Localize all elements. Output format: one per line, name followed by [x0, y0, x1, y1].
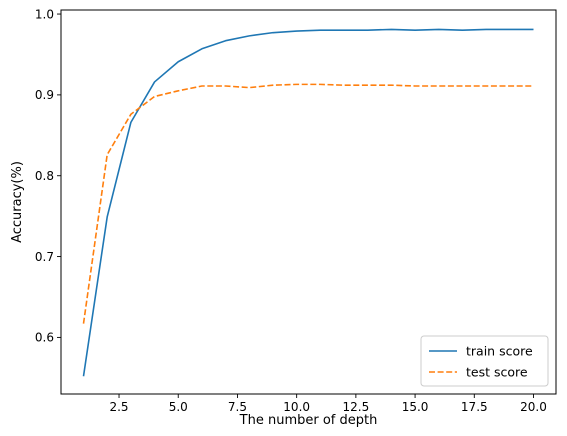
- series-line-test-score: [82, 83, 534, 324]
- series-layer: [82, 28, 534, 377]
- y-axis: 0.6 0.7 0.8 0.9 1.0: [35, 7, 61, 345]
- x-tick-label: 2.5: [109, 400, 128, 414]
- x-tick-label: 20.0: [520, 400, 547, 414]
- x-tick-label: 10.0: [283, 400, 310, 414]
- y-tick-label: 0.8: [35, 169, 54, 183]
- x-tick-label: 7.5: [228, 400, 247, 414]
- x-axis-title: The number of depth: [239, 413, 378, 428]
- legend-box: [420, 335, 549, 387]
- plot-area: [60, 9, 557, 395]
- x-tick-label: 15.0: [402, 400, 429, 414]
- legend: train score test score: [420, 335, 549, 387]
- y-tick-label: 0.9: [35, 88, 54, 102]
- plot-frame: [60, 9, 557, 395]
- x-tick-label: 5.0: [169, 400, 188, 414]
- legend-label: train score: [466, 343, 533, 358]
- series-line-train-score: [82, 28, 534, 377]
- x-tick-label: 17.5: [461, 400, 488, 414]
- y-axis-title: Accuracy(%): [10, 161, 25, 243]
- plot-background: [61, 10, 556, 394]
- y-tick-label: 0.6: [35, 331, 54, 345]
- x-tick-label: 12.5: [343, 400, 370, 414]
- y-tick-label: 0.7: [35, 250, 54, 264]
- x-axis: 2.5 5.0 7.5 10.0 12.5 15.0 17.5 20.0: [109, 394, 547, 414]
- legend-label: test score: [466, 364, 528, 379]
- y-tick-label: 1.0: [35, 7, 54, 21]
